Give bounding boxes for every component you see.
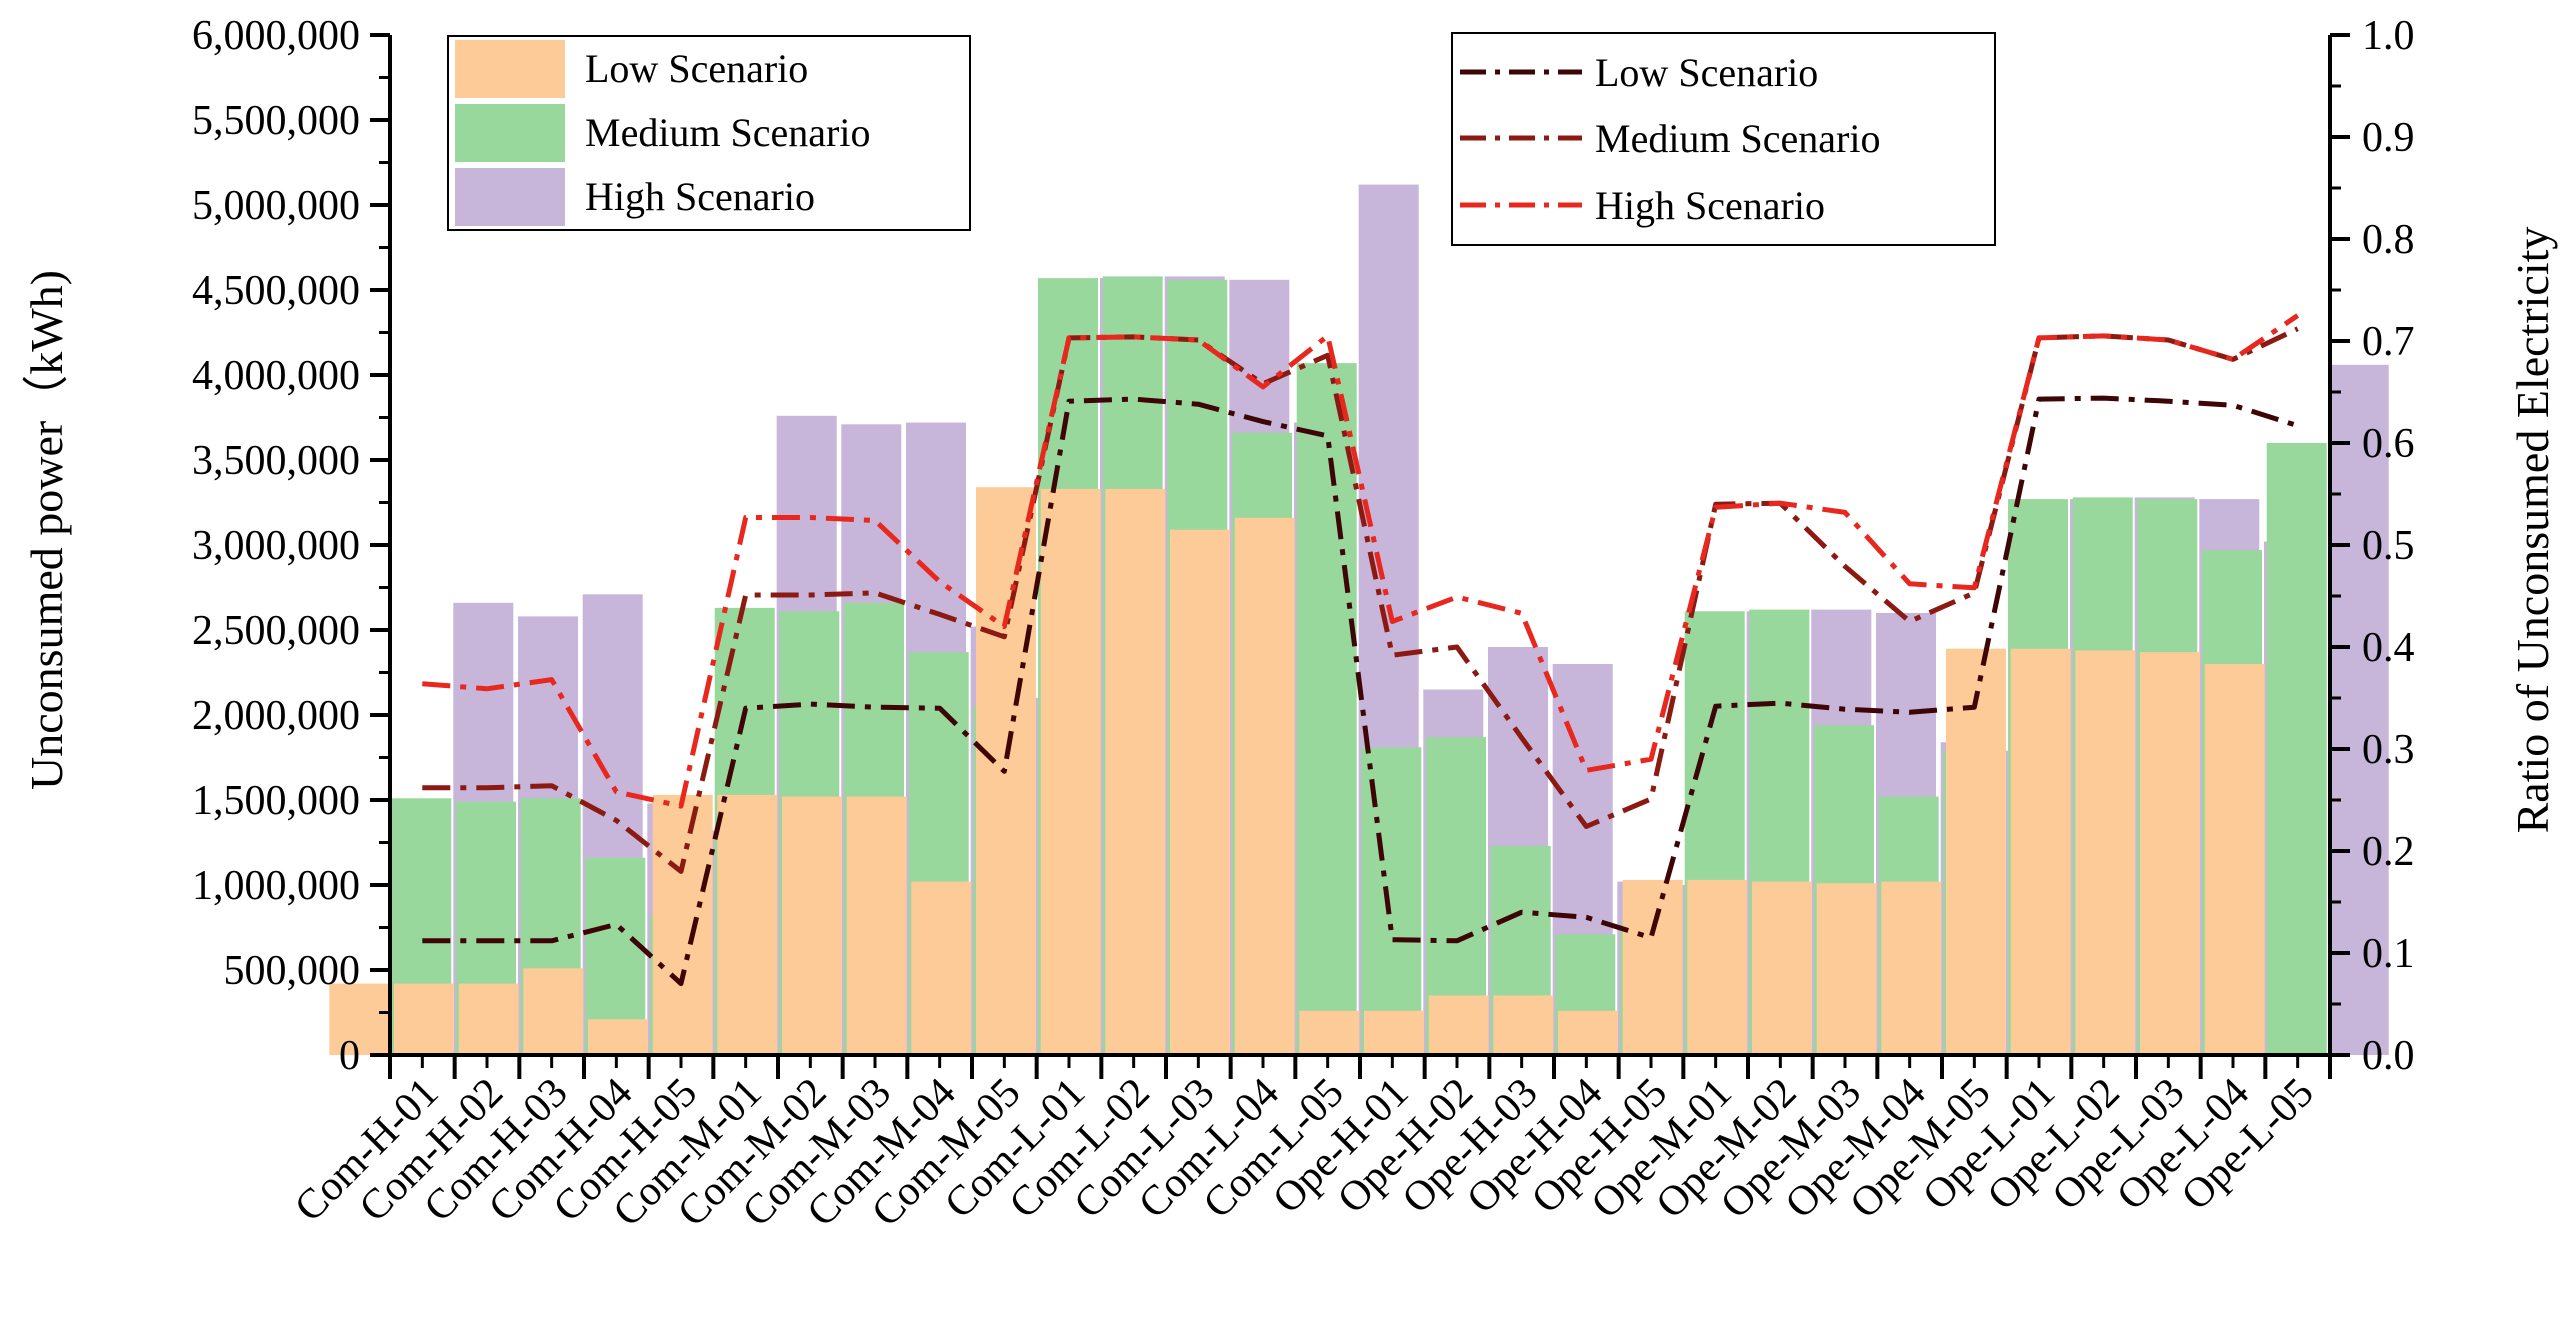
bar-low-scenario-ope-m-05 — [1881, 881, 1942, 1055]
bar-low-scenario-com-m-05 — [911, 881, 972, 1055]
bar-low-scenario-ope-h-04 — [1493, 995, 1554, 1055]
y-left-tick-label: 0 — [339, 1033, 360, 1079]
line-legend-box — [1451, 32, 1996, 246]
y-right-tick-label: 0.2 — [2362, 829, 2415, 875]
y-left-tick-label: 4,000,000 — [192, 353, 360, 399]
y-left-tick-label: 3,500,000 — [192, 438, 360, 484]
bar-low-scenario-ope-l-01 — [1946, 648, 2006, 1055]
bar-low-scenario-com-h-02 — [394, 983, 454, 1055]
y-right-tick-label: 0.3 — [2362, 727, 2415, 773]
bar-low-scenario-ope-m-04 — [1816, 883, 1877, 1055]
bar-low-scenario-ope-m-03 — [1752, 881, 1812, 1055]
y-left-tick-label: 500,000 — [224, 948, 361, 994]
line-legend: Low Scenario Medium Scenario High Scenar… — [1451, 32, 1996, 246]
bar-low-scenario-com-h-04 — [523, 968, 584, 1055]
bar-low-scenario-com-l-03 — [1105, 488, 1166, 1055]
line-legend-label-high: High Scenario — [1595, 183, 1825, 228]
bar-high-scenario-ope-l-05 — [2328, 364, 2389, 1055]
bar-low-scenario-ope-l-04 — [2140, 652, 2200, 1055]
line-low-scenario — [422, 395, 2299, 987]
bar-low-scenario-com-l-04 — [1170, 529, 1230, 1055]
bar-low-scenario-com-m-01 — [652, 794, 713, 1055]
bar-low-scenario-com-h-01 — [329, 983, 390, 1055]
bar-legend-swatch-medium — [455, 104, 565, 162]
bar-low-scenario-com-h-03 — [458, 983, 519, 1055]
bar-low-scenario-com-l-02 — [1040, 488, 1101, 1055]
bar-low-scenario-ope-h-02 — [1364, 1010, 1424, 1055]
bar-legend-label-low: Low Scenario — [585, 46, 808, 91]
bar-low-scenario-ope-l-05 — [2204, 664, 2265, 1055]
y-left-tick-label: 2,500,000 — [192, 608, 360, 654]
bar-medium-scenario-ope-l-05 — [2266, 443, 2327, 1055]
y-right-tick-label: 0.4 — [2362, 625, 2415, 671]
bar-low-scenario-ope-h-03 — [1428, 995, 1489, 1055]
y-axis-right-label: Ratio of Unconsumed Electricity — [2507, 227, 2558, 834]
bar-low-scenario-com-m-02 — [717, 794, 778, 1055]
y-right-tick-label: 0.7 — [2362, 319, 2415, 365]
axes-layer: 0 500,000 1,000,000 1,500,000 2,000,000 2,500… — [192, 13, 2415, 1236]
y-right-tick-label: 0.6 — [2362, 421, 2415, 467]
bar-legend-swatch-high — [455, 168, 565, 226]
bar-low-scenario-ope-h-01 — [1299, 1010, 1360, 1055]
y-left-tick-label: 1,000,000 — [192, 863, 360, 909]
y-left-tick-label: 2,000,000 — [192, 693, 360, 739]
y-left-tick-label: 4,500,000 — [192, 268, 360, 314]
bar-legend-swatch-low — [455, 40, 565, 98]
y-right-tick-label: 0.1 — [2362, 931, 2415, 977]
y-right-tick-label: 0.0 — [2362, 1033, 2415, 1079]
bar-low-scenario-ope-l-03 — [2075, 650, 2136, 1055]
line-high-scenario — [422, 313, 2300, 809]
bar-legend-label-high: High Scenario — [585, 174, 815, 219]
bar-low-scenario-ope-l-02 — [2010, 648, 2071, 1055]
bar-low-scenario-com-m-03 — [782, 796, 842, 1055]
bar-medium-scenario-com-l-05 — [1296, 363, 1357, 1056]
y-left-tick-label: 1,500,000 — [192, 778, 360, 824]
bar-low-scenario-com-h-05 — [588, 1019, 648, 1055]
y-left-tick-label: 5,500,000 — [192, 98, 360, 144]
bar-medium-scenario-ope-h-01 — [1361, 747, 1422, 1055]
bar-low-scenario-ope-m-02 — [1687, 879, 1748, 1055]
y-left-tick-label: 5,000,000 — [192, 183, 360, 229]
bar-low-scenario-com-l-05 — [1234, 517, 1295, 1055]
line-legend-label-low: Low Scenario — [1595, 50, 1818, 95]
y-left-tick-label: 3,000,000 — [192, 523, 360, 569]
y-right-tick-label: 0.5 — [2362, 523, 2415, 569]
y-left-tick-label: 6,000,000 — [192, 13, 360, 59]
bar-legend: Low Scenario Medium Scenario High Scenar… — [447, 35, 971, 231]
y-right-tick-label: 1.0 — [2362, 13, 2415, 59]
line-legend-label-medium: Medium Scenario — [1595, 116, 1881, 161]
bar-low-scenario-ope-h-05 — [1558, 1010, 1618, 1055]
y-right-tick-label: 0.9 — [2362, 115, 2415, 161]
bar-low-scenario-com-m-04 — [846, 796, 907, 1055]
line-layer — [422, 313, 2300, 987]
y-axis-left-label: Unconsumed power（kWh) — [21, 270, 72, 790]
y-right-tick-label: 0.8 — [2362, 217, 2415, 263]
bar-legend-label-medium: Medium Scenario — [585, 110, 871, 155]
bar-low-scenario-ope-m-01 — [1622, 879, 1683, 1055]
bar-layer — [329, 184, 2389, 1056]
